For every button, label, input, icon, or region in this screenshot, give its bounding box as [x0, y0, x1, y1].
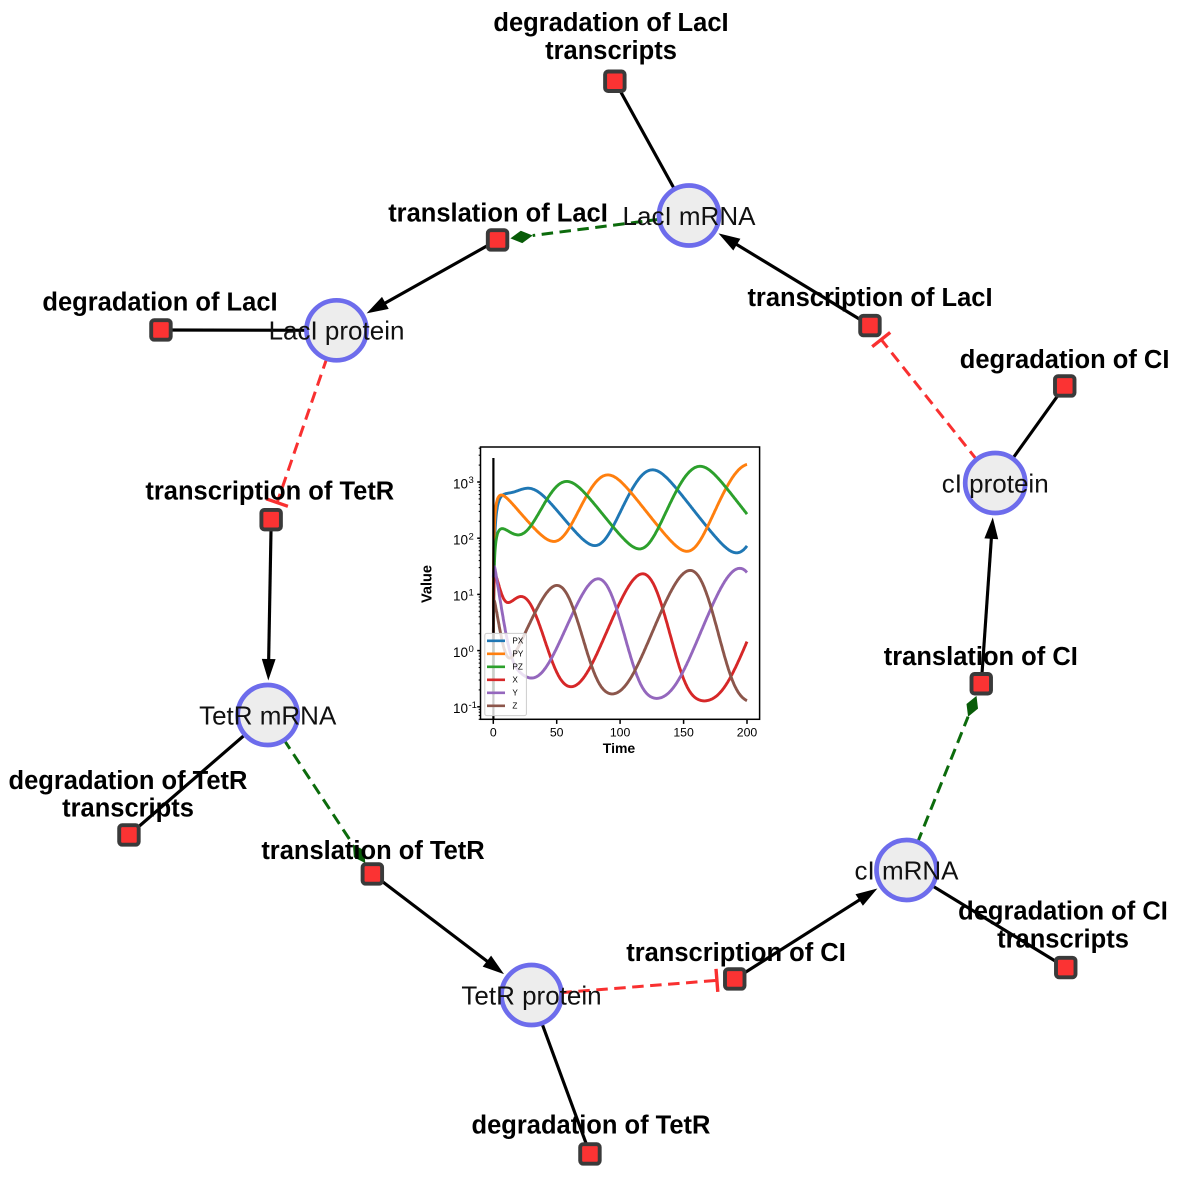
- svg-text:0: 0: [490, 726, 497, 740]
- svg-text:transcripts: transcripts: [997, 926, 1129, 954]
- svg-text:100: 100: [610, 726, 631, 740]
- svg-text:0: 0: [469, 644, 474, 655]
- svg-text:translation of CI: translation of CI: [884, 643, 1078, 671]
- svg-text:cI protein: cI protein: [942, 469, 1049, 499]
- svg-text:PX: PX: [512, 637, 523, 646]
- svg-text:translation of LacI: translation of LacI: [388, 200, 608, 228]
- svg-text:200: 200: [737, 726, 758, 740]
- svg-text:2: 2: [469, 531, 474, 542]
- svg-text:10: 10: [453, 476, 468, 491]
- svg-text:10: 10: [453, 533, 468, 548]
- svg-text:degradation of TetR: degradation of TetR: [9, 767, 248, 795]
- svg-text:degradation of CI: degradation of CI: [958, 898, 1168, 926]
- svg-text:Y: Y: [512, 689, 518, 698]
- svg-text:transcription of LacI: transcription of LacI: [747, 284, 992, 312]
- svg-text:transcription of CI: transcription of CI: [626, 939, 846, 967]
- svg-text:LacI protein: LacI protein: [269, 316, 405, 346]
- svg-text:50: 50: [550, 726, 564, 740]
- svg-text:10: 10: [453, 645, 468, 660]
- svg-text:Z: Z: [512, 702, 517, 711]
- svg-text:Value: Value: [420, 565, 436, 603]
- svg-text:transcription of TetR: transcription of TetR: [145, 478, 394, 506]
- svg-text:X: X: [512, 676, 518, 685]
- svg-text:10: 10: [453, 701, 468, 716]
- svg-text:transcripts: transcripts: [545, 37, 677, 65]
- svg-text:PY: PY: [512, 650, 523, 659]
- svg-text:TetR mRNA: TetR mRNA: [199, 701, 337, 731]
- svg-text:3: 3: [469, 475, 474, 486]
- svg-text:-1: -1: [469, 700, 477, 711]
- svg-text:degradation of CI: degradation of CI: [960, 346, 1170, 374]
- svg-text:10: 10: [453, 589, 468, 604]
- svg-text:degradation of LacI: degradation of LacI: [493, 9, 728, 37]
- svg-text:LacI mRNA: LacI mRNA: [623, 201, 757, 231]
- svg-text:Time: Time: [603, 740, 636, 756]
- svg-text:1: 1: [469, 588, 474, 599]
- svg-text:translation of TetR: translation of TetR: [261, 837, 484, 865]
- svg-text:cI mRNA: cI mRNA: [855, 856, 960, 886]
- svg-text:TetR protein: TetR protein: [461, 981, 601, 1011]
- svg-text:transcripts: transcripts: [62, 795, 194, 823]
- svg-text:PZ: PZ: [512, 663, 522, 672]
- svg-text:150: 150: [673, 726, 694, 740]
- svg-text:degradation of TetR: degradation of TetR: [472, 1111, 711, 1139]
- svg-text:degradation of LacI: degradation of LacI: [42, 289, 277, 317]
